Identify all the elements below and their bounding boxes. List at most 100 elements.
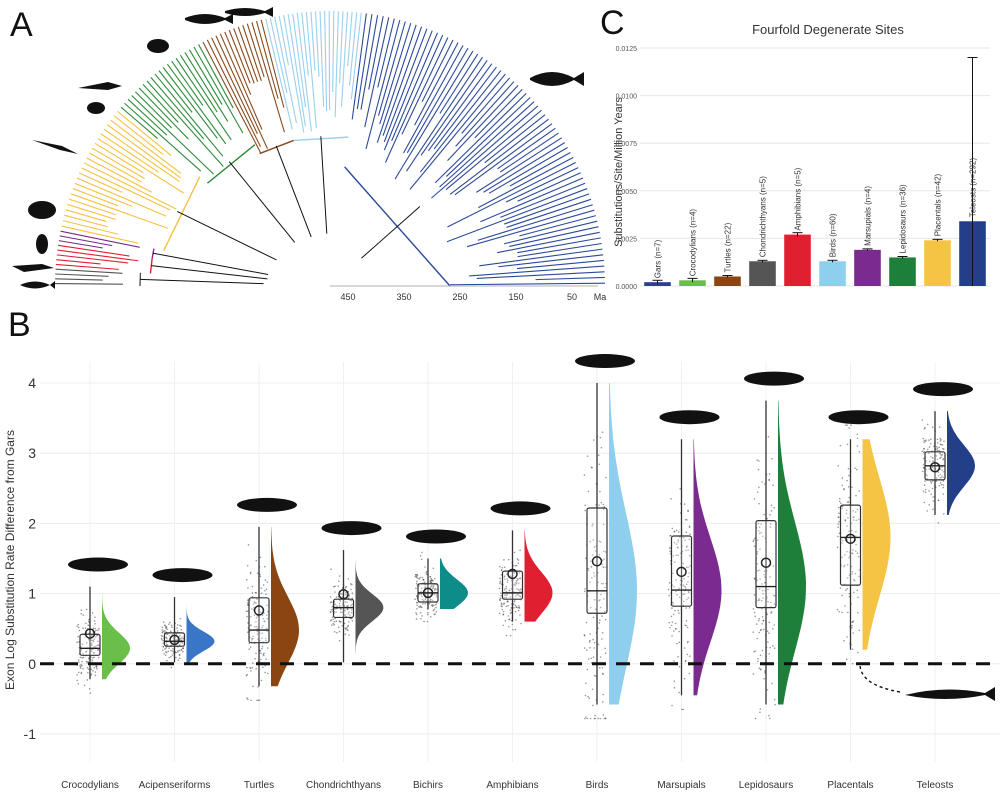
data-point xyxy=(599,656,602,658)
data-point xyxy=(940,439,942,441)
data-point xyxy=(420,590,422,593)
data-point xyxy=(246,631,249,633)
data-point xyxy=(255,625,258,628)
tree-branch xyxy=(377,18,395,88)
backbone-branch xyxy=(228,161,296,243)
data-point xyxy=(928,504,931,506)
data-point xyxy=(756,552,759,555)
tree-branch xyxy=(504,193,590,225)
fish-silhouette xyxy=(530,72,584,86)
data-point xyxy=(847,486,850,488)
data-point xyxy=(768,632,770,634)
data-point xyxy=(838,500,841,503)
data-point xyxy=(330,601,333,603)
data-point xyxy=(756,570,759,572)
data-point xyxy=(421,595,423,598)
iqr-box xyxy=(79,633,101,656)
data-point xyxy=(936,447,939,450)
data-point xyxy=(938,484,941,487)
bar-label: Chondrichthyans (n=5) xyxy=(759,176,768,257)
tree-branch xyxy=(382,26,423,136)
data-point xyxy=(932,508,934,511)
data-point xyxy=(169,630,172,632)
data-point xyxy=(432,580,434,582)
data-point xyxy=(429,575,432,578)
data-point xyxy=(752,673,755,675)
tree-branch xyxy=(124,102,202,172)
data-point xyxy=(601,431,604,433)
data-point xyxy=(760,599,763,602)
data-point xyxy=(435,611,438,613)
data-point xyxy=(418,578,421,580)
density-cloud xyxy=(862,439,891,650)
data-point xyxy=(430,577,433,580)
tree-branch xyxy=(228,29,251,84)
data-point xyxy=(500,605,503,607)
data-point xyxy=(414,598,416,600)
data-point xyxy=(584,588,586,590)
data-point xyxy=(671,704,673,707)
taxon-silhouette xyxy=(659,410,720,425)
tree-branch xyxy=(131,95,214,175)
data-point xyxy=(851,570,854,573)
data-point xyxy=(941,447,944,450)
data-point xyxy=(170,624,173,627)
data-point xyxy=(858,575,860,578)
data-point xyxy=(350,617,352,620)
data-point xyxy=(263,565,266,568)
tree-branch xyxy=(379,22,412,125)
data-point xyxy=(171,626,173,628)
tree-branch xyxy=(158,70,193,113)
data-point xyxy=(941,466,943,469)
data-point xyxy=(923,447,925,450)
data-point xyxy=(416,577,419,580)
tree-branch xyxy=(383,28,428,143)
data-point xyxy=(852,632,854,634)
data-point xyxy=(519,549,521,552)
data-point xyxy=(500,569,503,572)
tree-branch xyxy=(478,156,574,209)
data-point xyxy=(503,559,505,561)
tree-branch xyxy=(55,278,103,281)
data-point xyxy=(256,699,258,702)
tree-branch xyxy=(233,28,255,84)
data-point xyxy=(246,610,249,613)
tree-branch xyxy=(332,11,335,93)
data-point xyxy=(505,596,508,599)
tree-branch xyxy=(74,182,133,207)
data-point xyxy=(763,678,765,680)
data-point xyxy=(424,583,426,586)
tree-branch xyxy=(146,80,224,167)
data-point xyxy=(263,620,266,623)
data-point xyxy=(856,552,859,555)
data-point xyxy=(516,579,519,581)
data-point xyxy=(177,650,179,652)
data-point xyxy=(517,582,520,585)
backbone-branch xyxy=(140,278,264,285)
data-point xyxy=(672,603,675,605)
mean-marker xyxy=(507,568,518,580)
data-point xyxy=(517,588,520,591)
data-point xyxy=(350,611,353,614)
data-point xyxy=(847,517,849,519)
tree-branch xyxy=(503,220,598,245)
data-point xyxy=(169,621,171,624)
data-point xyxy=(684,659,687,662)
data-point xyxy=(421,598,424,601)
data-point xyxy=(429,581,432,583)
data-point xyxy=(499,580,502,583)
data-point xyxy=(673,686,676,689)
data-point xyxy=(922,467,925,469)
y-axis-label: Exon Log Substitution Rate Difference fr… xyxy=(3,430,17,690)
data-point xyxy=(77,635,79,638)
tree-branch xyxy=(368,16,384,90)
tree-branch xyxy=(409,73,506,190)
data-point xyxy=(176,627,178,629)
category-label: Turtles xyxy=(244,780,274,791)
data-point xyxy=(249,599,252,601)
data-point xyxy=(76,625,78,628)
tree-branch xyxy=(535,276,605,281)
data-point xyxy=(601,631,604,634)
data-point xyxy=(348,634,350,636)
category-distribution xyxy=(498,530,553,637)
